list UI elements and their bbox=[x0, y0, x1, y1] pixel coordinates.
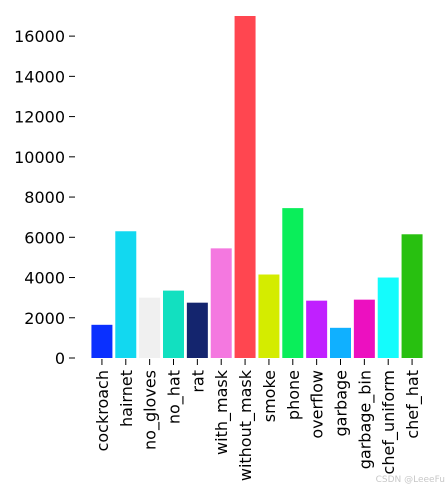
y-tick-label: 0 bbox=[55, 349, 65, 368]
watermark: CSDN @LeeeFu bbox=[375, 475, 445, 485]
bar-with-mask bbox=[210, 248, 232, 358]
x-tick-label: no_hat bbox=[165, 370, 185, 424]
bar-garbage bbox=[330, 327, 351, 358]
x-tick-label: rat bbox=[188, 370, 207, 393]
y-tick-label: 6000 bbox=[24, 228, 65, 247]
bar-chef-uniform bbox=[377, 277, 399, 358]
x-tick-label: no_gloves bbox=[141, 370, 161, 450]
bars-group bbox=[91, 16, 423, 358]
bar-no-hat bbox=[163, 290, 184, 358]
y-tick-label: 2000 bbox=[24, 309, 65, 328]
bar-cockroach bbox=[91, 324, 113, 358]
y-tick-label: 16000 bbox=[14, 27, 65, 46]
y-tick-label: 14000 bbox=[14, 67, 65, 86]
y-axis: 0 2000 4000 6000 8000 10000 12000 14000 16000 bbox=[14, 27, 75, 368]
bar-phone bbox=[282, 208, 304, 358]
bar-overflow bbox=[306, 300, 328, 358]
x-tick-label: chef_uniform bbox=[379, 370, 399, 474]
x-axis: cockroach hairnet no_gloves no_hat rat with_m… bbox=[93, 359, 423, 481]
bar-garbage-bin bbox=[353, 299, 375, 358]
bar-rat bbox=[186, 302, 208, 358]
x-tick-label: overflow bbox=[308, 370, 327, 439]
y-tick-label: 12000 bbox=[14, 108, 65, 127]
x-tick-label: hairnet bbox=[117, 370, 136, 427]
y-tick-label: 10000 bbox=[14, 148, 65, 167]
y-tick-label: 4000 bbox=[24, 269, 65, 288]
x-tick-label: smoke bbox=[260, 370, 279, 422]
x-tick-label: garbage bbox=[332, 370, 351, 437]
bar-hairnet bbox=[115, 231, 137, 358]
bar-without-mask bbox=[234, 16, 256, 358]
x-tick-label: garbage_bin bbox=[355, 370, 375, 469]
bar-chef-hat bbox=[401, 234, 423, 358]
x-tick-label: with_mask bbox=[212, 369, 232, 455]
bar-smoke bbox=[258, 274, 280, 358]
y-tick-label: 8000 bbox=[24, 188, 65, 207]
bar-no-gloves bbox=[139, 297, 161, 358]
x-tick-label: chef_hat bbox=[403, 370, 423, 439]
x-tick-label: cockroach bbox=[93, 370, 112, 451]
x-tick-label: phone bbox=[284, 370, 303, 420]
x-tick-label: without_mask bbox=[236, 369, 256, 481]
